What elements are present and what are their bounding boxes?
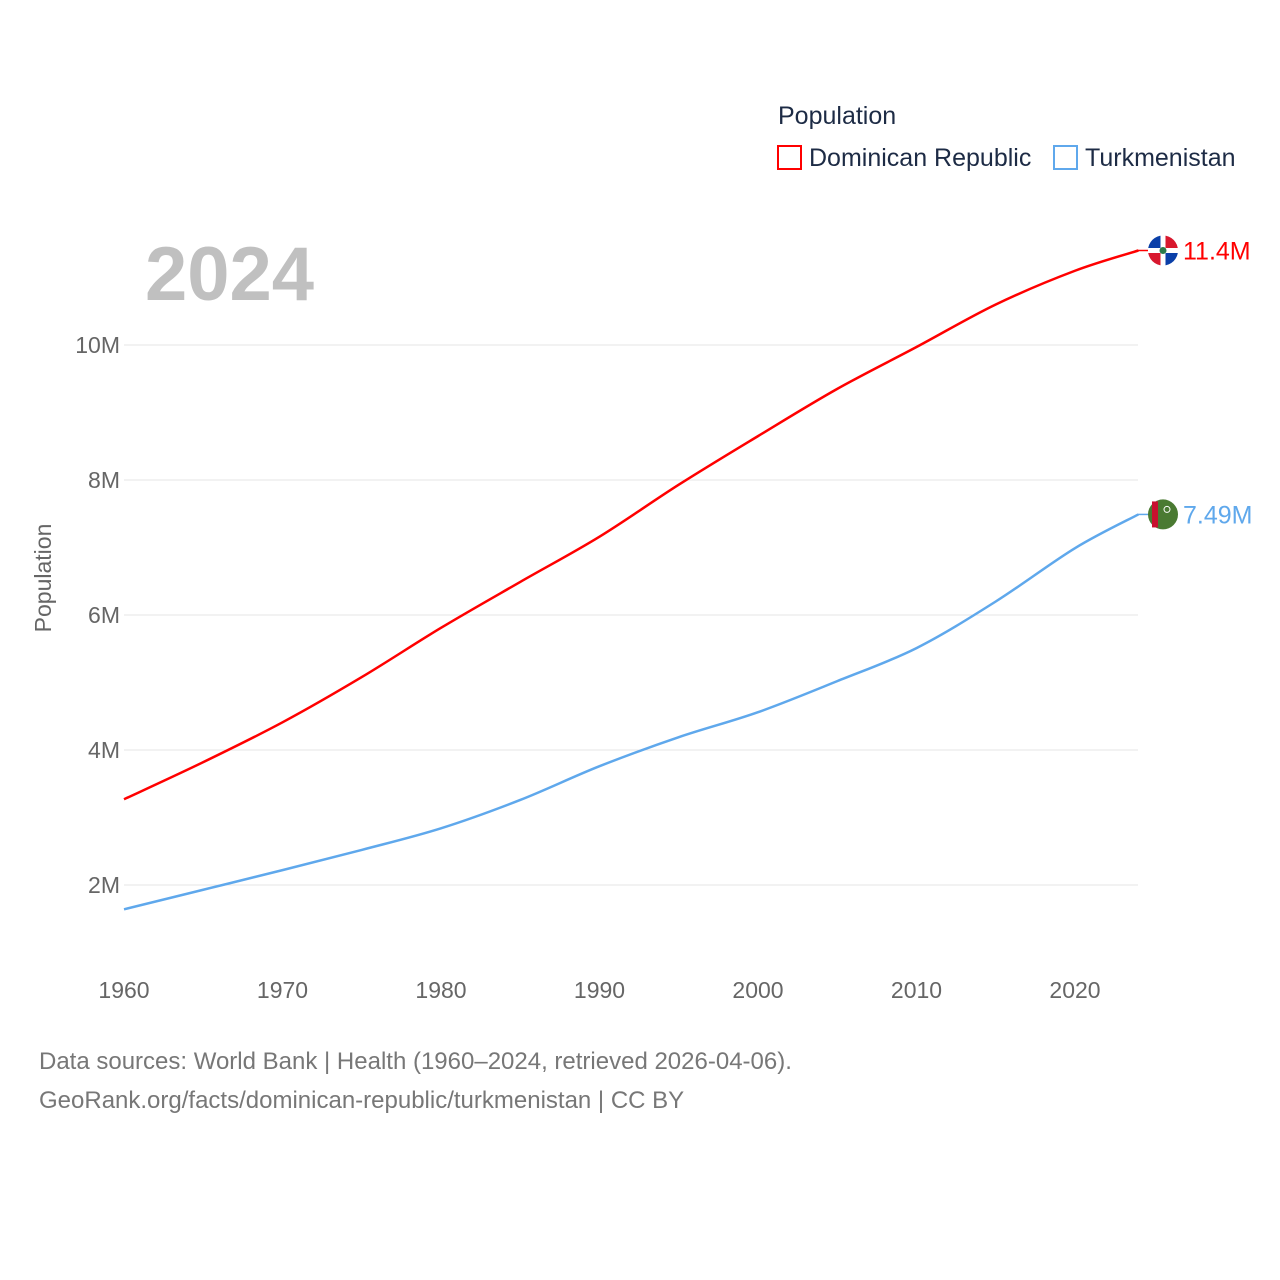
x-tick-label: 1990	[574, 977, 625, 1003]
x-tick-label: 2000	[732, 977, 783, 1003]
x-tick-label: 1960	[98, 977, 149, 1003]
legend-swatch	[777, 145, 802, 170]
y-tick-label: 10M	[75, 332, 120, 358]
series-line-dominican-republic	[123, 249, 1139, 801]
legend-item-dominican-republic[interactable]: Dominican Republic	[777, 144, 1031, 172]
footer-url[interactable]: GeoRank.org/facts/dominican-republic/tur…	[39, 1087, 684, 1114]
y-tick-label: 8M	[88, 467, 120, 493]
turkmenistan-flag-icon	[1148, 499, 1178, 530]
y-tick-label: 4M	[88, 737, 120, 763]
x-tick-label: 1970	[257, 977, 308, 1003]
legend-title: Population	[778, 102, 896, 130]
end-value-label: 11.4M	[1183, 238, 1251, 266]
y-tick-label: 6M	[88, 602, 120, 628]
series-line-turkmenistan	[123, 513, 1139, 911]
x-tick-label: 2010	[891, 977, 942, 1003]
dominican-republic-flag-icon	[1148, 235, 1178, 266]
footer-source: Data sources: World Bank | Health (1960–…	[39, 1048, 792, 1075]
end-value-label: 7.49M	[1183, 501, 1252, 529]
legend-item-turkmenistan[interactable]: Turkmenistan	[1053, 144, 1236, 172]
year-watermark: 2024	[145, 232, 314, 317]
x-tick-label: 2020	[1049, 977, 1100, 1003]
legend-swatch	[1053, 145, 1078, 170]
legend-label: Turkmenistan	[1085, 144, 1236, 172]
y-tick-label: 2M	[88, 872, 120, 898]
x-tick-label: 1980	[415, 977, 466, 1003]
legend-label: Dominican Republic	[809, 144, 1031, 172]
y-axis-label: Population	[30, 524, 56, 633]
